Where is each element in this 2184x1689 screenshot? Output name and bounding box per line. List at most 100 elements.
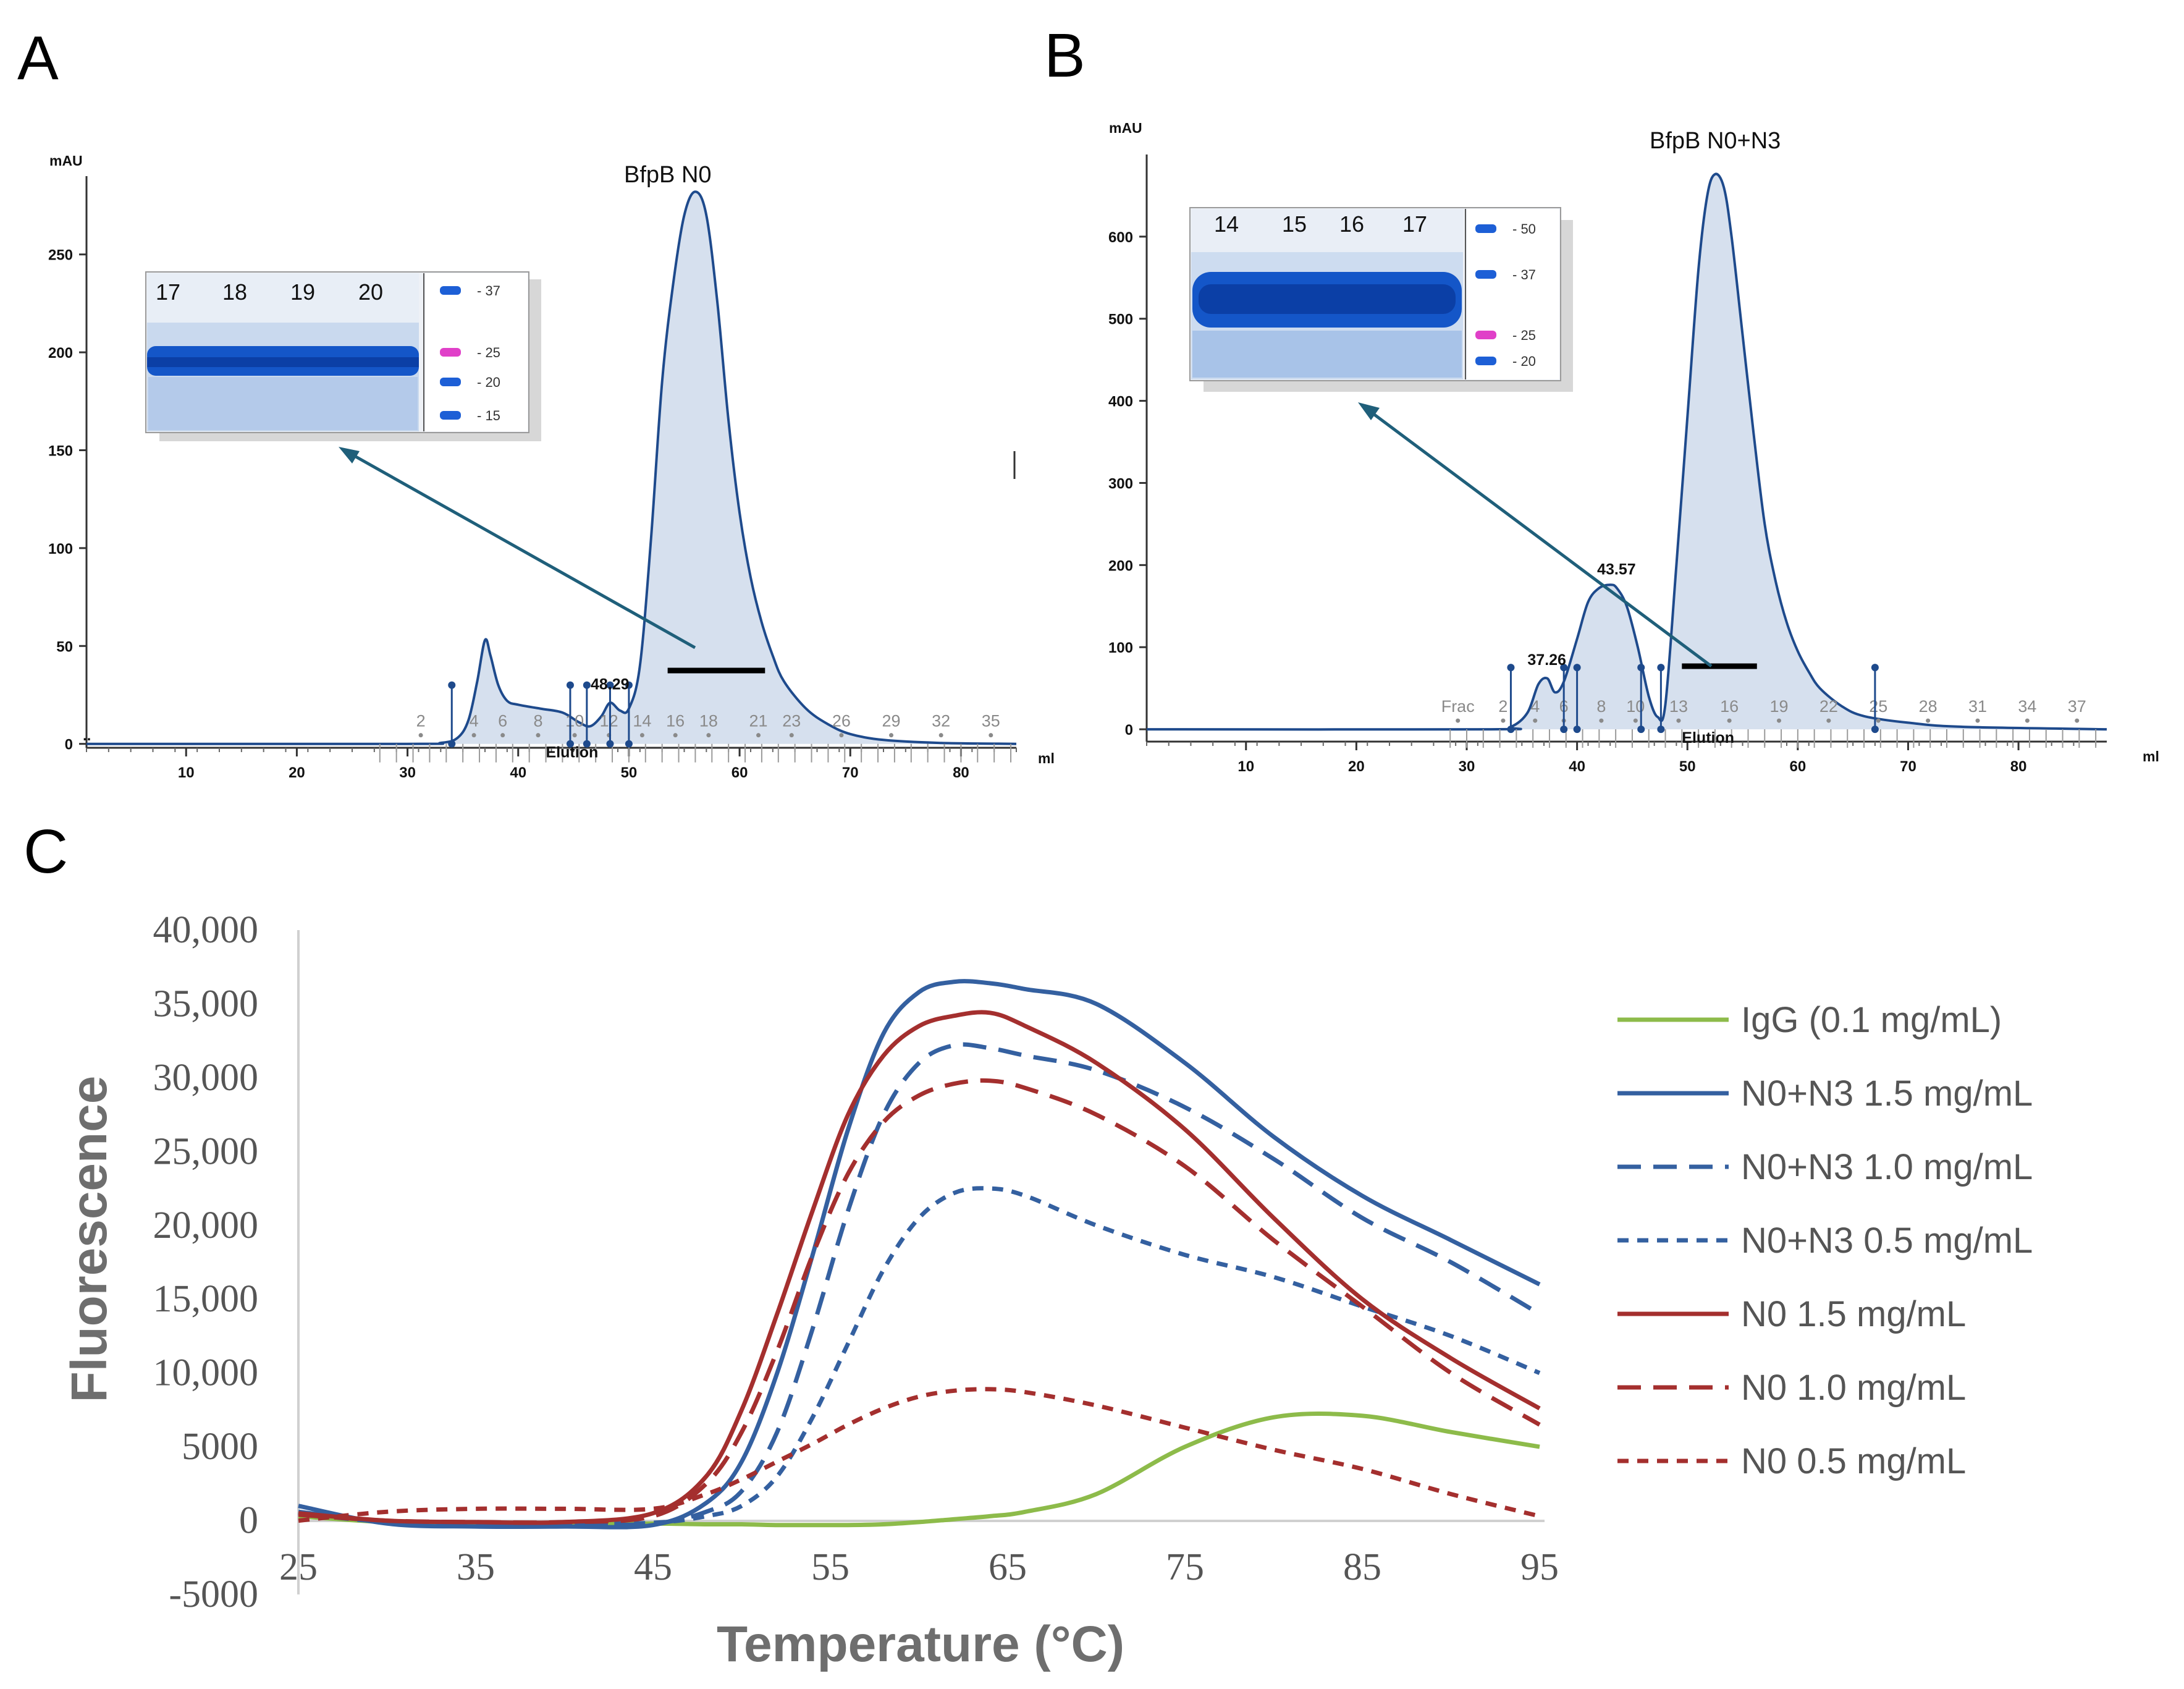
x-tick-label: 65	[989, 1546, 1027, 1588]
fraction-marker-head	[583, 681, 591, 689]
y-tick-label: 5000	[182, 1426, 258, 1468]
fraction-dot	[789, 733, 794, 738]
ladder-band	[440, 286, 461, 295]
trace-line-a	[86, 190, 1017, 745]
x-axis-label-a: ml	[1038, 750, 1055, 766]
x-tick-label: 80	[2010, 758, 2027, 775]
fraction-marker-base	[566, 740, 574, 748]
fraction-marker-base	[1507, 726, 1515, 734]
gel-inset-a	[145, 271, 541, 441]
chromatogram-a: mAU ml BfpB N0 10 20 30 40 50 60 70 80 0 50 100 150…	[48, 153, 1055, 781]
arrow-a	[345, 449, 696, 650]
x-tick-label: 40	[1569, 758, 1585, 775]
panel-label-a: A	[17, 23, 59, 93]
x-tick-label: 20	[1348, 758, 1365, 775]
fraction-dot	[418, 733, 423, 738]
ladder-mw-label: - 15	[477, 408, 500, 423]
fraction-marker-head	[1573, 664, 1581, 672]
fraction-marker-base	[606, 740, 614, 748]
fraction-dot	[1727, 718, 1732, 723]
trace-line-b	[1146, 172, 2107, 731]
panel-label-b: B	[1044, 21, 1086, 90]
peak-label: 43.57	[1597, 561, 1636, 578]
fraction-dot	[536, 733, 541, 738]
x-tick-label: 30	[399, 764, 416, 781]
ladder-band	[440, 348, 461, 357]
y-tick-label: 500	[1108, 311, 1133, 328]
x-tick-label: 40	[510, 764, 526, 781]
arrow-head-b	[1358, 402, 1380, 420]
y-tick-label: 400	[1108, 394, 1133, 410]
fraction-label: 10	[1626, 697, 1645, 716]
x-tick-label: 80	[953, 764, 969, 781]
fraction-marker-head	[1560, 664, 1568, 672]
y-tick-label: 250	[48, 247, 73, 264]
y-tick-label: 35,000	[153, 983, 259, 1025]
fraction-label: 14	[633, 712, 651, 730]
trace-fill-b	[1147, 174, 2107, 730]
peak-label: 37.26	[1527, 651, 1566, 669]
x-tick-label: 55	[811, 1546, 850, 1588]
fraction-label: 8	[533, 712, 542, 730]
peak-label: 48.29	[591, 675, 630, 693]
y-tick-label: 30,000	[153, 1057, 259, 1099]
fraction-label: 25	[1869, 697, 1887, 716]
fraction-label: 2	[416, 712, 426, 730]
fraction-dot	[639, 733, 644, 738]
fraction-marker-head	[1507, 664, 1515, 672]
x-tick-label: 75	[1166, 1546, 1204, 1588]
gel-lane-label: 18	[222, 279, 247, 305]
fraction-label: 13	[1669, 697, 1688, 716]
x-tick-label: 45	[634, 1546, 672, 1588]
legend-label: N0+N3 0.5 mg/mL	[1741, 1221, 2033, 1261]
legend-label: IgG (0.1 mg/mL)	[1741, 1000, 2002, 1040]
fraction-label: 28	[1919, 697, 1937, 716]
fraction-label: 12	[600, 712, 618, 730]
fraction-dot	[1501, 718, 1506, 723]
fraction-dot	[1599, 718, 1604, 723]
x-tick-label: 70	[1900, 758, 1916, 775]
fraction-label: 31	[1968, 697, 1987, 716]
fraction-dot	[889, 733, 894, 738]
series-line	[298, 979, 1541, 1530]
fraction-label: 10	[565, 712, 584, 730]
y-tick-label: 20,000	[153, 1204, 259, 1247]
fraction-marker-head	[1637, 664, 1645, 672]
fraction-label: 37	[2068, 697, 2086, 716]
y-tick-label: 300	[1108, 475, 1133, 492]
ladder-band	[1475, 224, 1496, 233]
fraction-marker-base	[1657, 726, 1665, 734]
fraction-marker-base	[625, 740, 633, 748]
fraction-dot	[756, 733, 761, 738]
x-tick-label: 30	[1459, 758, 1475, 775]
legend: IgG (0.1 mg/mL) N0+N3 1.5 mg/mL N0+N3 1.0 …	[1617, 1000, 2033, 1481]
series-line	[298, 1186, 1541, 1526]
fraction-marker-base	[583, 740, 591, 748]
y-axis-label-a: mAU	[49, 153, 83, 169]
gel-lane-label: 20	[358, 279, 383, 305]
fraction-label: 4	[470, 712, 479, 730]
fraction-dot	[471, 733, 476, 738]
fraction-marker-base	[1637, 726, 1645, 734]
fraction-label: 23	[782, 712, 801, 730]
elution-label-a: Elution	[546, 744, 599, 761]
ladder-mw-label: - 20	[477, 375, 500, 390]
x-tick-label: 85	[1343, 1546, 1381, 1588]
fraction-dot	[1533, 718, 1538, 723]
gel-lane-label: 14	[1214, 211, 1239, 237]
fraction-dot	[706, 733, 711, 738]
fraction-label: 21	[749, 712, 768, 730]
arrow-b	[1364, 406, 1713, 668]
ladder-mw-label: - 25	[1512, 328, 1536, 343]
thermal-shift-chart: -5000 0 5000 10,000 15,000 20,000 25,000 30,000…	[61, 909, 2033, 1672]
ladder-mw-label: - 20	[1512, 353, 1536, 369]
fraction-label: 34	[2018, 697, 2036, 716]
legend-label: N0+N3 1.5 mg/mL	[1741, 1073, 2033, 1114]
fraction-dot	[572, 733, 577, 738]
fraction-marker-base	[1560, 726, 1568, 734]
ladder-mw-label: - 50	[1512, 221, 1536, 237]
fraction-dot	[1676, 718, 1681, 723]
fraction-label: 22	[1819, 697, 1838, 716]
y-tick-label: 100	[48, 541, 73, 557]
